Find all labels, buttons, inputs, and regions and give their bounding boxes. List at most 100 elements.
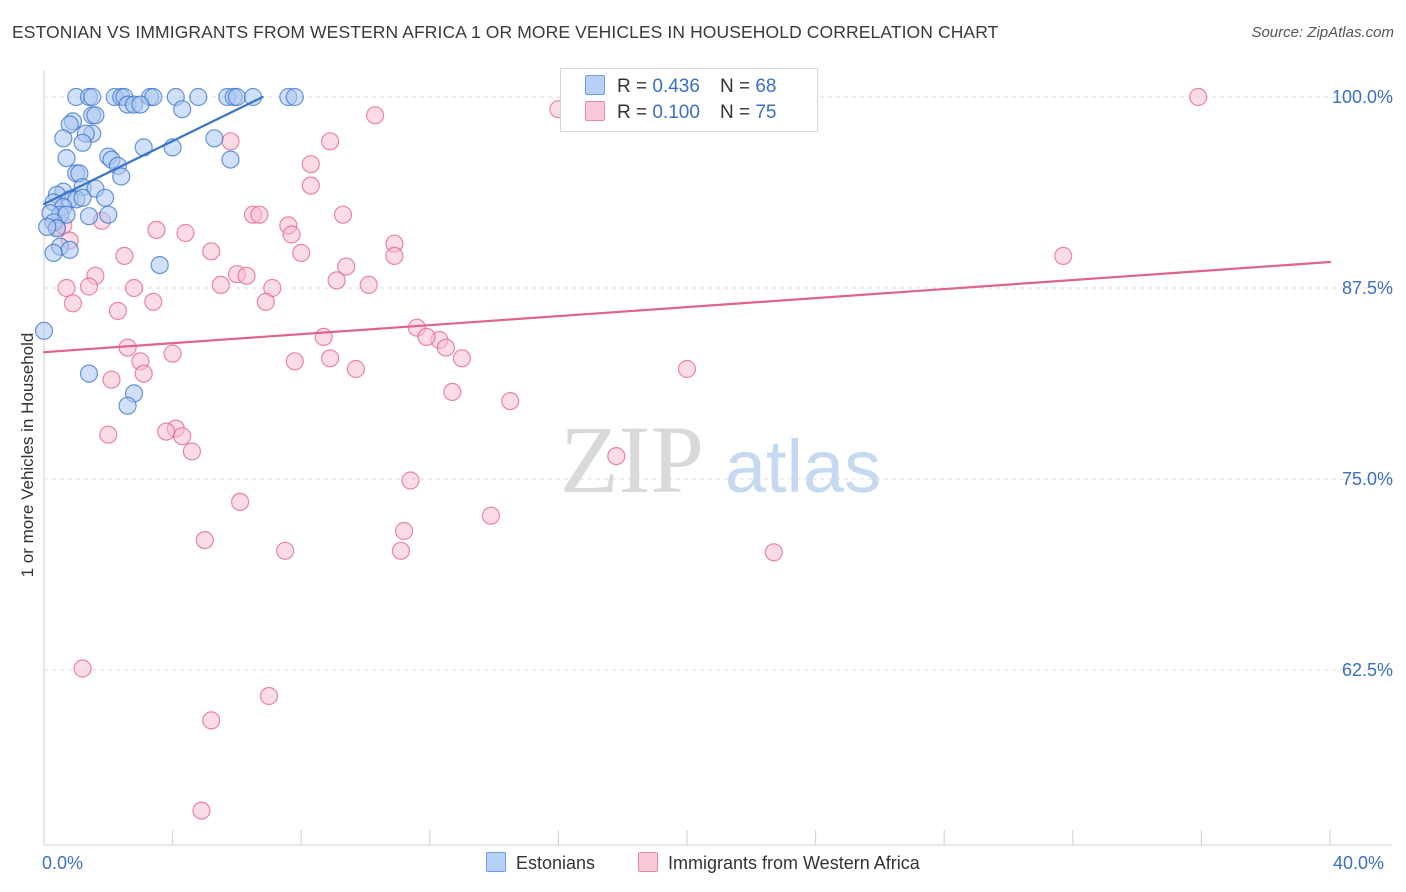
legend-n-value-estonians: 68	[755, 76, 777, 97]
estonians-point	[150, 256, 169, 275]
estonians-point	[227, 87, 246, 107]
western-africa-point	[250, 205, 269, 224]
western-africa-point	[202, 242, 221, 261]
estonians-point	[205, 129, 224, 148]
legend-r-label: R =	[617, 76, 648, 97]
estonians-point	[173, 100, 192, 119]
y-tick-label: 87.5%	[1342, 278, 1393, 298]
bottom-legend-label-estonians: Estonians	[516, 853, 596, 873]
western-africa-point	[147, 220, 166, 239]
legend-swatch-western-africa	[585, 101, 605, 121]
western-africa-point	[359, 275, 378, 294]
western-africa-point	[607, 447, 626, 466]
estonians-point	[86, 106, 105, 125]
western-africa-point	[256, 292, 275, 311]
legend-r-label: R =	[617, 102, 648, 123]
western-africa-point	[182, 442, 201, 461]
watermark: ZIP atlas	[560, 406, 881, 513]
western-africa-point	[292, 243, 311, 262]
western-africa-point	[327, 271, 346, 290]
legend-r-value-western-africa: 0.100	[652, 102, 700, 123]
bottom-legend-estonians: Estonians	[486, 852, 595, 874]
western-africa-point	[314, 327, 333, 346]
estonians-point	[79, 207, 99, 226]
western-africa-point	[321, 349, 340, 368]
estonians-point	[44, 243, 63, 262]
source-label: Source: ZipAtlas.com	[1251, 24, 1394, 41]
western-africa-point	[102, 370, 121, 389]
western-africa-point	[259, 686, 279, 706]
western-africa-point	[211, 275, 230, 294]
y-tick-label: 75.0%	[1342, 469, 1393, 489]
western-africa-point	[337, 257, 356, 276]
bottom-legend-swatch-western-africa	[638, 852, 658, 872]
legend-n-label: N =	[719, 76, 751, 97]
western-africa-point	[192, 801, 211, 820]
bottom-legend-swatch-estonians	[486, 852, 506, 872]
western-africa-point	[366, 106, 385, 125]
western-africa-point	[124, 278, 144, 298]
western-africa-point	[63, 294, 83, 313]
western-africa-point	[333, 205, 353, 224]
western-africa-point	[57, 278, 76, 298]
western-africa-point	[301, 155, 320, 174]
western-africa-point	[108, 301, 128, 320]
western-africa-point	[115, 246, 134, 265]
western-africa-point	[282, 225, 301, 244]
estonians-point	[112, 167, 131, 186]
western-africa-point	[677, 359, 697, 379]
western-africa-point	[285, 352, 304, 371]
estonians-point	[83, 87, 102, 107]
correlation-legend: R = 0.436 N = 68 R = 0.100 N = 75	[560, 68, 818, 132]
estonians-point	[73, 133, 92, 152]
chart-title: ESTONIAN VS IMMIGRANTS FROM WESTERN AFRI…	[12, 22, 999, 42]
western-africa-point	[321, 132, 340, 151]
estonians-point	[54, 129, 73, 148]
y-tick-labels: 100.0% 87.5% 75.0% 62.5%	[1332, 87, 1393, 680]
western-africa-point	[443, 382, 462, 401]
western-africa-point	[346, 359, 365, 379]
estonians-point	[73, 188, 92, 207]
legend-n-value-western-africa: 75	[755, 102, 777, 123]
legend-row-estonians: R = 0.436 N = 68	[585, 75, 776, 99]
western-africa-point	[221, 132, 240, 151]
bottom-legend-western-africa: Immigrants from Western Africa	[638, 852, 920, 874]
estonians-point	[131, 95, 150, 114]
legend-n-label: N =	[719, 102, 751, 123]
western-africa-point	[144, 292, 163, 311]
western-africa-point	[276, 541, 295, 560]
estonians-point	[118, 396, 137, 415]
y-tick-label: 100.0%	[1332, 87, 1393, 107]
trend-lines	[42, 95, 1332, 354]
legend-row-western-africa: R = 0.100 N = 75	[585, 101, 776, 125]
watermark-zip: ZIP	[560, 406, 704, 513]
western-africa-point	[176, 223, 195, 243]
x-tick-label-max: 40.0%	[1333, 853, 1385, 873]
western-africa-point	[301, 176, 320, 195]
western-africa-point	[501, 392, 520, 411]
trend-line-estonians	[42, 95, 264, 206]
western-africa-point	[417, 327, 436, 346]
western-africa-point	[173, 427, 192, 446]
western-africa-point	[134, 364, 153, 383]
western-africa-point	[157, 422, 176, 441]
estonians-point	[221, 150, 240, 169]
western-africa-point	[73, 659, 92, 678]
estonians-point	[189, 87, 208, 107]
estonians-point	[285, 87, 304, 107]
gridlines	[44, 96, 1392, 671]
western-africa-point	[237, 266, 256, 285]
estonians-point	[57, 149, 76, 168]
western-africa-point	[1054, 246, 1073, 265]
axes	[43, 70, 1392, 846]
western-africa-point	[79, 277, 99, 296]
trend-line-western-africa	[42, 260, 1332, 354]
estonians-point	[38, 217, 57, 236]
x-tick-label-min: 0.0%	[42, 853, 84, 873]
estonians-point	[95, 188, 115, 207]
bottom-legend-label-western-africa: Immigrants from Western Africa	[668, 853, 920, 873]
estonians-point	[243, 87, 263, 107]
estonians-point	[34, 321, 54, 340]
western-africa-point	[99, 425, 118, 444]
